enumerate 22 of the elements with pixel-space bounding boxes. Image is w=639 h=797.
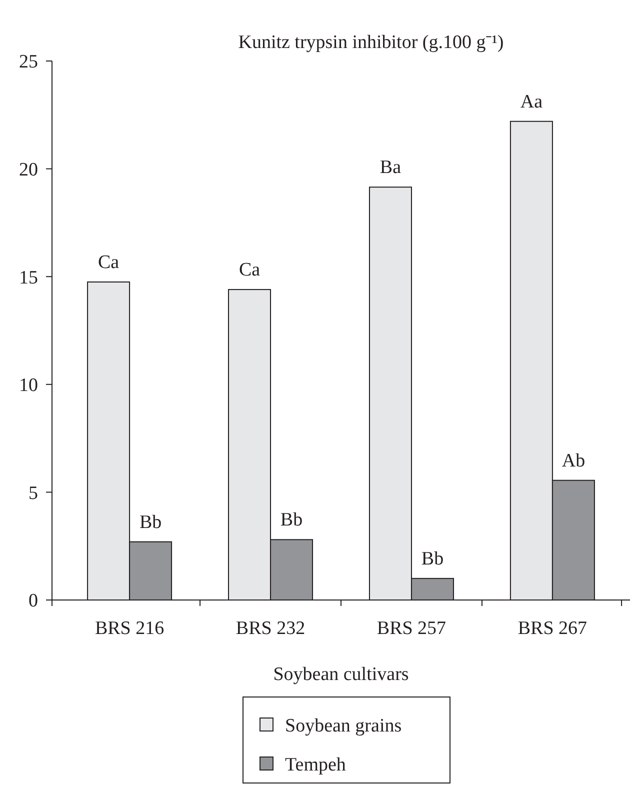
- legend-label: Tempeh: [285, 754, 346, 776]
- annotation: Ba: [380, 157, 402, 178]
- annotation: Aa: [520, 91, 544, 112]
- annotation: Bb: [421, 548, 444, 570]
- y-tick-label: 0: [28, 590, 38, 612]
- annotation: Ca: [238, 260, 261, 281]
- y-tick-label: 10: [19, 375, 38, 396]
- x-tick-label: BRS 232: [236, 618, 306, 639]
- chart-title: Kunitz trypsin inhibitor (g.100 g⁻¹): [238, 32, 504, 53]
- legend-label: Soybean grains: [285, 716, 402, 737]
- annotation: Ca: [98, 252, 120, 273]
- x-tick-label: BRS 267: [518, 618, 588, 639]
- x-tick-label: BRS 216: [94, 618, 164, 639]
- y-tick-label: 5: [28, 482, 38, 504]
- x-axis-title: Soybean cultivars: [273, 664, 409, 685]
- y-tick-label: 15: [19, 267, 38, 288]
- annotation: Bb: [280, 510, 303, 531]
- annotation: Ab: [562, 450, 586, 472]
- x-tick-label: BRS 257: [376, 618, 446, 639]
- annotation: Bb: [139, 512, 162, 533]
- y-tick-label: 25: [19, 52, 38, 73]
- y-tick-label: 20: [19, 159, 38, 180]
